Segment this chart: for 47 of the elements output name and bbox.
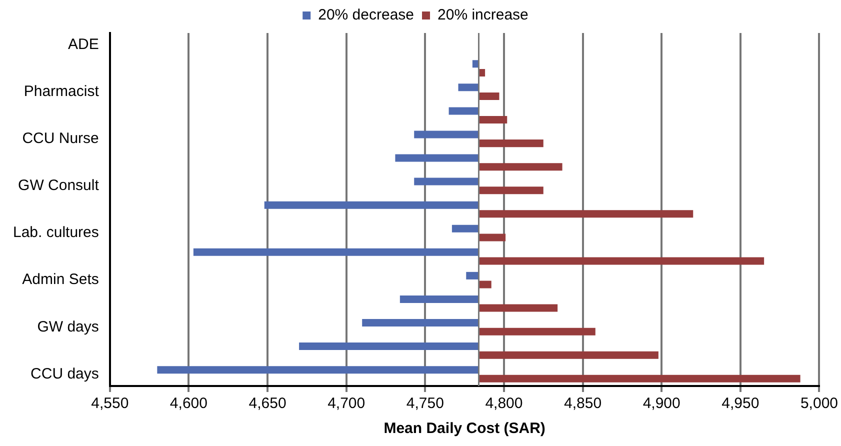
bar — [157, 366, 479, 374]
x-tick-label: 5,000 — [800, 395, 838, 412]
x-tick-label: 4,750 — [406, 395, 444, 412]
bar — [193, 248, 479, 256]
bar — [478, 328, 596, 336]
bar — [478, 163, 562, 171]
x-tick-label: 4,550 — [91, 395, 129, 412]
bar — [400, 295, 479, 303]
bar — [478, 186, 544, 194]
bar — [478, 210, 694, 218]
legend-label: 20% increase — [438, 6, 528, 24]
bar — [478, 304, 558, 312]
bar — [478, 92, 500, 100]
bar — [478, 351, 658, 359]
x-tick-label: 4,600 — [170, 395, 208, 412]
bar — [478, 257, 764, 265]
y-tick-label: Lab. cultures — [12, 224, 99, 242]
bar — [414, 130, 479, 138]
y-tick-label: CCU days — [30, 365, 99, 382]
bar — [458, 84, 479, 92]
y-tick-label: CCU Nurse — [22, 130, 99, 148]
x-tick-label: 4,950 — [722, 395, 760, 412]
bar — [478, 116, 508, 124]
bar — [299, 342, 479, 350]
bar — [478, 374, 800, 382]
bar — [395, 154, 479, 162]
y-tick-label: Pharmacist — [24, 82, 100, 100]
y-tick-label: Admin Sets — [22, 271, 99, 288]
y-tick-label: GW Consult — [18, 177, 100, 194]
x-tick-label: 4,850 — [564, 395, 602, 412]
bar — [414, 178, 479, 186]
bar — [264, 201, 479, 209]
y-tick-label: GW days — [37, 318, 99, 336]
bar — [362, 319, 479, 327]
x-tick-label: 4,700 — [328, 395, 366, 412]
bar — [478, 140, 544, 148]
x-tick-label: 4,650 — [248, 395, 286, 412]
x-axis-title: Mean Daily Cost (SAR) — [384, 420, 546, 438]
bar — [466, 272, 479, 280]
x-tick-label: 4,800 — [485, 395, 523, 412]
bar — [478, 280, 492, 288]
bar — [448, 107, 479, 115]
y-tick-label: ADE — [68, 36, 99, 53]
x-tick-label: 4,900 — [642, 395, 680, 412]
bar — [452, 224, 479, 232]
bar — [478, 234, 506, 242]
legend-label: 20% decrease — [318, 6, 414, 24]
